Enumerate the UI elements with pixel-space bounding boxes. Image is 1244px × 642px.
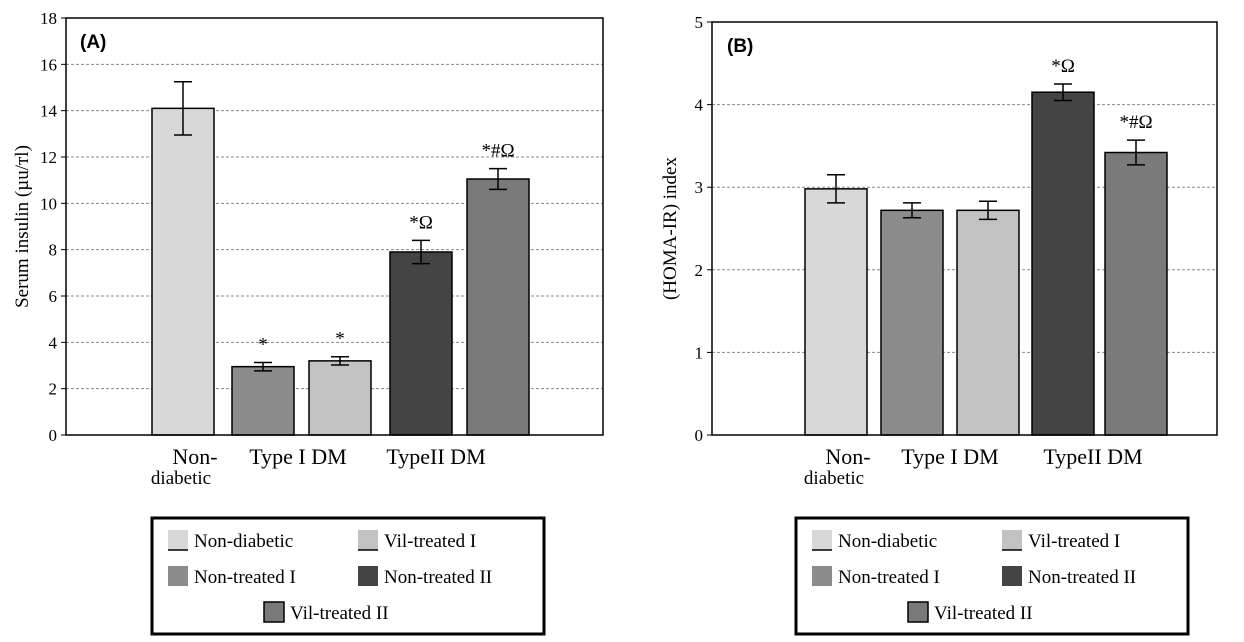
y-tick-label: 8 [49,241,58,260]
x-label-non-diabetic: Non- [172,444,217,469]
plot-frame [65,17,604,436]
y-axis-label: (HOMA-IR) index [660,157,681,301]
significance-label: * [258,334,268,355]
panel-label: (B) [727,36,753,57]
legend-label: Vil-treated I [384,531,476,552]
y-tick-label: 0 [49,426,58,445]
y-tick-label: 10 [40,194,57,213]
y-tick-label: 1 [695,343,704,362]
legend-swatch [263,601,285,623]
bar-vil-treated-i [956,209,1020,436]
significance-label: * [335,329,345,350]
legend-box [150,516,546,636]
legend-swatch [907,601,929,623]
x-label-type-i-dm: Type I DM [901,444,998,469]
significance-label: *Ω [409,212,433,233]
legend-label: Vil-treated I [1028,531,1120,552]
plot-frame [711,21,1218,436]
x-label-type-ii-dm: TypeII DM [1043,444,1142,469]
legend-swatch [358,530,378,550]
y-tick-label: 6 [49,287,58,306]
legend-swatch [1002,566,1022,586]
x-label-type-ii-dm: TypeII DM [386,444,485,469]
legend-label: Non-treated I [194,567,296,588]
bar-non-treated-ii [389,251,453,436]
y-tick-label: 0 [695,426,704,445]
bar-non-treated-ii [1031,91,1095,436]
legend-label: Non-treated II [384,567,492,588]
y-tick-label: 2 [695,261,704,280]
bar-vil-treated-i [308,360,372,436]
y-tick-label: 4 [49,333,58,352]
legend-swatch [1002,530,1022,550]
significance-label: *Ω [1051,56,1075,77]
legend-label: Vil-treated II [934,603,1033,624]
y-tick-label: 3 [695,178,704,197]
legend-swatch [168,530,188,550]
y-tick-label: 12 [40,148,57,167]
x-label-non-diabetic-2: diabetic [804,468,864,489]
bar-vil-treated-ii [466,178,530,436]
legend-label: Non-treated II [1028,567,1136,588]
legend-box [794,516,1190,636]
legend-label: Non-treated I [838,567,940,588]
y-tick-label: 16 [40,55,57,74]
significance-label: *#Ω [1119,112,1152,133]
y-tick-label: 14 [40,102,58,121]
panel-label: (A) [80,32,106,53]
bar-vil-treated-ii [1104,151,1168,436]
y-tick-label: 4 [695,96,704,115]
legend-label: Vil-treated II [290,603,389,624]
significance-label: *#Ω [481,141,514,162]
bar-non-diabetic [804,188,868,436]
bar-non-treated-i [880,209,944,436]
y-tick-label: 18 [40,9,57,28]
legend-swatch [358,566,378,586]
y-tick-label: 2 [49,380,58,399]
x-label-non-diabetic-2: diabetic [151,468,211,489]
legend-label: Non-diabetic [194,531,293,552]
bar-non-treated-i [231,365,295,436]
legend-swatch [812,566,832,586]
legend-label: Non-diabetic [838,531,937,552]
x-label-non-diabetic: Non- [825,444,870,469]
y-axis-label: Serum insulin (µu/тl) [12,145,33,308]
legend-swatch [168,566,188,586]
x-label-type-i-dm: Type I DM [249,444,346,469]
y-tick-label: 5 [695,13,704,32]
legend-swatch [812,530,832,550]
bar-non-diabetic [151,107,215,436]
